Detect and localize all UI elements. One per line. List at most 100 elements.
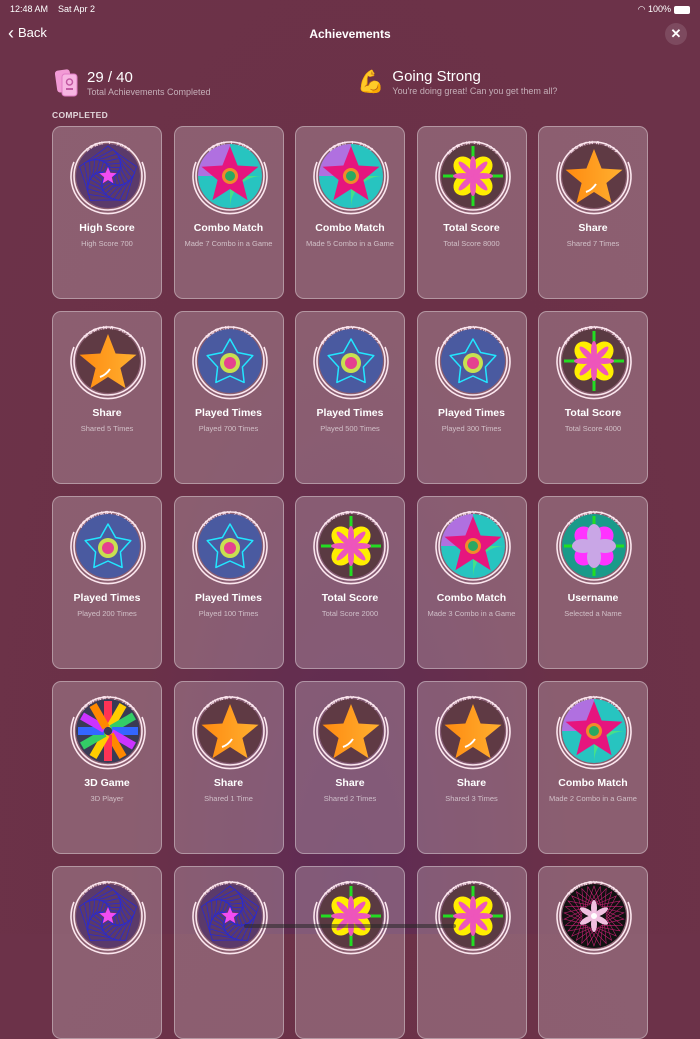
badge-flower-icon: JANUARY 2, 2022 [434, 511, 511, 585]
back-button[interactable]: ‹ Back [8, 22, 47, 43]
achievement-subtitle: Made 2 Combo in a Game [549, 794, 637, 803]
achievement-subtitle: High Score 700 [81, 239, 133, 248]
achievement-card[interactable]: JANUARY 2, 2022 [52, 866, 162, 1039]
badge-spiral-icon: JANUARY 2, 2022 [70, 881, 146, 955]
achievement-card[interactable]: FEBRUARY 18, 2022 Played Times Played 500… [295, 311, 405, 484]
badge-spiral-icon: APRIL 1, 2022 [70, 141, 146, 215]
achievement-subtitle: Shared 3 Times [445, 794, 498, 803]
achievement-subtitle: Played 300 Times [441, 424, 502, 433]
badge-star-icon: JANUARY 2, 2022 [434, 696, 511, 770]
battery-percent: 100% [647, 4, 671, 14]
status-title: Going Strong [392, 68, 481, 85]
badge-flower-icon: JANUARY 2, 2022 [556, 696, 632, 770]
chevron-left-icon: ‹ [8, 22, 14, 43]
badge-ring-icon: JANUARY 28, 2022 [191, 511, 268, 585]
achievement-card[interactable]: JANUARY 28, 2022 Played Times Played 100 … [173, 496, 284, 669]
completed-summary: 29 / 40 Total Achievements Completed [55, 68, 211, 98]
badge-clover-icon: FEBRUARY 10, 2022 [556, 326, 632, 400]
achievement-subtitle: Total Score 4000 [564, 424, 622, 433]
achievement-title: Played Times [438, 407, 505, 419]
achievement-subtitle: Made 3 Combo in a Game [427, 609, 516, 618]
badge-flower-icon: APRIL 1, 2022 [191, 141, 268, 215]
status-time: 12:48 AM [10, 4, 49, 14]
achievement-card[interactable]: JANUARY 2, 2022 Username Selected a Name [538, 496, 648, 669]
achievement-subtitle: Total Score 8000 [443, 239, 500, 248]
achievement-subtitle: Made 5 Combo in a Game [306, 239, 394, 248]
achievement-title: Combo Match [193, 222, 264, 234]
badge-ring-icon: FEBRUARY 10, 2022 [434, 326, 511, 400]
achievement-subtitle: Shared 1 Time [204, 794, 253, 803]
back-label: Back [18, 25, 47, 40]
badge-ring-icon: FEBRUARY 4, 2022 [70, 511, 146, 585]
achievement-subtitle: Played 700 Times [198, 424, 259, 433]
badge-star-icon: MARCH 6, 2022 [70, 326, 146, 400]
achievement-title: Share [335, 777, 365, 789]
achievement-card[interactable]: JANUARY 2, 2022 [538, 866, 648, 1039]
achievement-card[interactable]: JANUARY 2, 2022 [416, 866, 527, 1039]
badge-star-icon: JANUARY 2, 2022 [191, 696, 268, 770]
status-bar: 12:48 AM Sat Apr 2 ◠ 100% [0, 0, 700, 18]
achievement-title: Share [92, 407, 122, 419]
achievement-title: Played Times [195, 592, 262, 604]
achievement-title: Played Times [195, 407, 262, 419]
badge-ring-icon: FEBRUARY 18, 2022 [313, 326, 389, 400]
badge-clover-icon: JANUARY 2, 2022 [313, 881, 389, 955]
achievement-subtitle: Played 500 Times [320, 424, 380, 433]
badge-star-icon: MARCH 6, 2022 [556, 141, 632, 215]
badge-3d-icon: JANUARY 2, 2022 [70, 696, 146, 770]
achievement-title: Combo Match [315, 222, 385, 234]
achievement-card[interactable]: APRIL 1, 2022 Combo Match Made 7 Combo in… [173, 126, 284, 299]
achievement-title: Username [567, 592, 619, 604]
achievement-subtitle: Total Score 2000 [321, 609, 379, 618]
achievement-title: High Score [79, 222, 135, 234]
badge-dark-flower-icon: JANUARY 2, 2022 [556, 881, 632, 955]
badge-ring-icon: MARCH 1, 2022 [191, 326, 268, 400]
achievement-title: Share [578, 222, 608, 234]
achievement-card[interactable]: JANUARY 2, 2022 Combo Match Made 2 Combo … [538, 681, 648, 854]
achievement-card[interactable]: FEBRUARY 10, 2022 Played Times Played 300… [416, 311, 527, 484]
achievement-card[interactable]: APRIL 1, 2022 High Score High Score 700 [52, 126, 162, 299]
achievement-card[interactable]: FEBRUARY 10, 2022 Total Score Total Score… [538, 311, 648, 484]
achievement-card[interactable]: MARCH 1, 2022 Played Times Played 700 Tim… [173, 311, 284, 484]
badge-star-icon: JANUARY 2, 2022 [313, 696, 389, 770]
status-date: Sat Apr 2 [58, 4, 96, 14]
achievement-subtitle: Played 100 Times [198, 609, 259, 618]
badge-spiral-icon: JANUARY 2, 2022 [191, 881, 268, 955]
page-title: Achievements [309, 27, 391, 41]
achievement-card[interactable]: JANUARY 2, 2022 [173, 866, 284, 1039]
achievement-card[interactable]: JANUARY 2, 2022 Share Shared 1 Time [173, 681, 284, 854]
completed-count: 29 / 40 [87, 69, 133, 86]
status-summary: 💪 Going Strong You're doing great! Can yo… [357, 68, 557, 96]
achievement-card[interactable]: JANUARY 2, 2022 Share Shared 3 Times [416, 681, 527, 854]
achievement-card[interactable]: MARCH 6, 2022 Share Shared 5 Times [52, 311, 162, 484]
achievement-title: Share [456, 777, 487, 789]
achievement-card[interactable]: JANUARY 2, 2022 Combo Match Made 3 Combo … [416, 496, 527, 669]
completed-label: Total Achievements Completed [87, 87, 211, 97]
achievement-card[interactable]: JANUARY 2, 2022 Total Score Total Score 2… [295, 496, 405, 669]
achievement-title: Played Times [73, 592, 141, 604]
cards-icon [55, 69, 78, 97]
achievement-card[interactable]: MARCH 6, 2022 Share Shared 7 Times [538, 126, 648, 299]
achievement-title: Total Score [443, 222, 500, 234]
badge-flower-icon: APRIL 1, 2022 [313, 141, 389, 215]
wifi-icon: ◠ [637, 4, 648, 14]
achievement-card[interactable]: FEBRUARY 4, 2022 Played Times Played 200 … [52, 496, 162, 669]
achievement-subtitle: Selected a Name [564, 609, 622, 618]
home-indicator[interactable] [244, 924, 456, 928]
achievement-card[interactable]: JANUARY 2, 2022 Share Shared 2 Times [295, 681, 405, 854]
achievement-subtitle: Shared 7 Times [566, 239, 620, 248]
achievement-subtitle: Shared 2 Times [323, 794, 377, 803]
badge-username-icon: JANUARY 2, 2022 [556, 511, 632, 585]
achievement-card[interactable]: JANUARY 2, 2022 [295, 866, 405, 1039]
achievement-title: 3D Game [84, 777, 130, 789]
achievement-title: Combo Match [558, 777, 628, 789]
achievement-title: Total Score [321, 592, 379, 604]
achievement-subtitle: Made 7 Combo in a Game [184, 239, 273, 248]
achievement-card[interactable]: JANUARY 2, 2022 3D Game 3D Player [52, 681, 162, 854]
achievement-card[interactable]: MARCH 28, 2022 Total Score Total Score 80… [416, 126, 527, 299]
badge-clover-icon: JANUARY 2, 2022 [434, 881, 511, 955]
achievement-card[interactable]: APRIL 1, 2022 Combo Match Made 5 Combo in… [295, 126, 405, 299]
achievement-title: Share [213, 777, 244, 789]
close-button[interactable]: ✕ [665, 23, 687, 45]
achievement-subtitle: Played 200 Times [77, 609, 137, 618]
